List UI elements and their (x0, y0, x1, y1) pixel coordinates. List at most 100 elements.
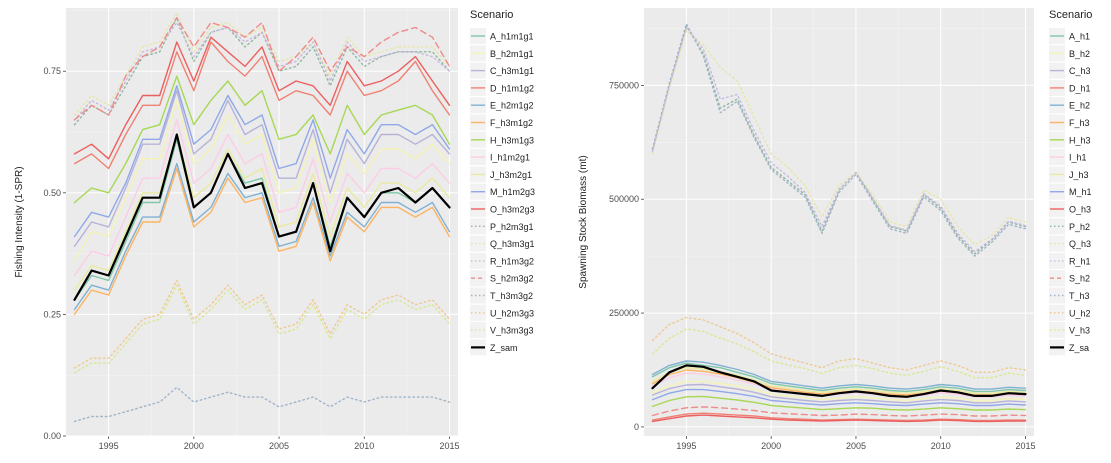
x-tick-label: 2010 (354, 441, 374, 451)
series-line-Z_sam (73, 133, 451, 301)
legend-label: I_h1 (1069, 153, 1087, 163)
legend-label: A_h1m1g1 (490, 32, 534, 42)
series-line-O_h3m2g3 (651, 414, 1027, 423)
y-tick-label: 500000 (609, 194, 639, 204)
series-line-B_h2m1g1 (651, 380, 1027, 402)
series-line-P_h2m3g1 (651, 25, 1027, 255)
chart-1: 1995 2000 2005 2010 2015 0.00 0.25 0.50 0.75 Fish… (14, 8, 535, 451)
series-line-T_h3m3g2 (73, 386, 451, 423)
series-line-H_h3m1g3 (651, 395, 1027, 411)
series-line-J_h3m2g1 (73, 133, 451, 291)
y-tick-label: 0.00 (43, 431, 61, 441)
series-line-A_h1m1g1 (651, 362, 1027, 393)
chart-2: 1995 2000 2005 2010 2015 0 250000 500000 750000 S… (578, 8, 1092, 451)
x-tick-label: 2015 (1016, 441, 1036, 451)
legend-label: B_h2 (1069, 49, 1090, 59)
legend-label: O_h3m2g3 (490, 205, 535, 215)
series-line-Q_h3m3g1 (651, 30, 1027, 246)
legend-label: O_h3 (1069, 205, 1091, 215)
legend-label: M_h1 (1069, 187, 1092, 197)
legend-label: Q_h3 (1069, 239, 1091, 249)
series-line-Z_sam (651, 364, 1027, 398)
plot-panel (644, 8, 1034, 436)
series-line-C_h3m1g1 (651, 383, 1027, 404)
legend-label: P_h2m3g1 (490, 222, 534, 232)
x-tick-label: 2015 (439, 441, 459, 451)
legend-title: Scenario (1049, 9, 1092, 21)
legend-label: R_h1 (1069, 256, 1091, 266)
y-tick-label: 0.25 (43, 309, 61, 319)
legend-label: H_h3m1g3 (490, 135, 534, 145)
legend-label: E_h2m1g2 (490, 101, 534, 111)
series-line-M_h1m2g3 (73, 85, 451, 238)
legend: Scenario A_h1 B_h2 C_h3 D_h1 E_h2 F_h3 H_h3 I_h1… (1049, 9, 1092, 356)
x-tick-label: 2010 (931, 441, 951, 451)
y-axis-title: Spawning Stock Biomass (mt) (578, 155, 589, 288)
legend-key (470, 322, 486, 339)
series-line-V_h3m3g3 (651, 328, 1027, 379)
y-axis-title: Fishing Intensity (1-SPR) (14, 166, 25, 277)
legend-label: I_h1m2g1 (490, 153, 530, 163)
legend-title: Scenario (470, 9, 513, 21)
legend-label: S_h2 (1069, 274, 1090, 284)
series-line-M_h1m2g3 (651, 388, 1027, 407)
y-tick-label: 250000 (609, 308, 639, 318)
x-tick-label: 1995 (99, 441, 119, 451)
legend-label: Q_h3m3g1 (490, 239, 535, 249)
legend-label: Z_sam (490, 343, 518, 353)
series-line-D_h1m1g2 (73, 41, 451, 170)
series-line-V_h3m3g3 (73, 284, 451, 374)
legend-key (1049, 287, 1065, 304)
y-tick-label: 0.50 (43, 188, 61, 198)
x-tick-label: 2000 (761, 441, 781, 451)
legend-key (470, 287, 486, 304)
series-line-U_h2m3g3 (73, 279, 451, 369)
series-line-F_h3m1g2 (73, 167, 451, 316)
series-line-I_h1m2g1 (73, 119, 451, 277)
legend-label: T_h3 (1069, 291, 1090, 301)
legend-label: J_h3m2g1 (490, 170, 532, 180)
legend-label: Z_sa (1069, 343, 1089, 353)
series-line-S_h2m3g2 (651, 406, 1027, 417)
series-line-S_h2m3g2 (73, 17, 451, 121)
legend-label: C_h3 (1069, 66, 1091, 76)
series-line-T_h3m3g2 (651, 23, 1027, 257)
legend-label: E_h2 (1069, 101, 1090, 111)
series-line-O_h3m2g3 (73, 36, 451, 160)
legend-label: C_h3m1g1 (490, 66, 534, 76)
legend-label: F_h3m1g2 (490, 118, 533, 128)
legend-key (470, 218, 486, 235)
x-tick-label: 2005 (846, 441, 866, 451)
legend-key (470, 252, 486, 269)
legend-label: U_h2 (1069, 308, 1091, 318)
legend-key (470, 304, 486, 321)
y-tick-label: 0.75 (43, 66, 61, 76)
series-line-A_h1m1g1 (73, 138, 451, 301)
legend-label: H_h3 (1069, 135, 1091, 145)
x-tick-label: 2005 (269, 441, 289, 451)
legend-label: V_h3 (1069, 326, 1090, 336)
legend-label: A_h1 (1069, 32, 1090, 42)
legend-label: F_h3 (1069, 118, 1090, 128)
series-line-B_h2m1g1 (73, 99, 451, 262)
legend-label: P_h2 (1069, 222, 1090, 232)
legend-label: B_h2m1g1 (490, 49, 534, 59)
series-line-U_h2m3g3 (651, 316, 1027, 373)
series-line-H_h3m1g3 (73, 75, 451, 204)
series-line-Q_h3m3g1 (73, 12, 451, 116)
legend-label: J_h3 (1069, 170, 1089, 180)
legend-label: T_h3m3g2 (490, 291, 533, 301)
legend-label: D_h1m1g2 (490, 83, 534, 93)
legend-label: R_h1m3g2 (490, 256, 534, 266)
series-line-R_h1m3g2 (651, 26, 1027, 253)
legend-label: M_h1m2g3 (490, 187, 535, 197)
y-tick-label: 0 (634, 422, 639, 432)
x-tick-label: 1995 (676, 441, 696, 451)
legend-label: S_h2m3g2 (490, 274, 534, 284)
legend: Scenario A_h1m1g1 B_h2m1g1 C_h3m1g1 D_h1m1g2… (470, 9, 535, 356)
legend-label: D_h1 (1069, 83, 1091, 93)
legend-key (1049, 218, 1065, 235)
series-line-E_h2m1g2 (73, 162, 451, 311)
x-tick-label: 2000 (184, 441, 204, 451)
